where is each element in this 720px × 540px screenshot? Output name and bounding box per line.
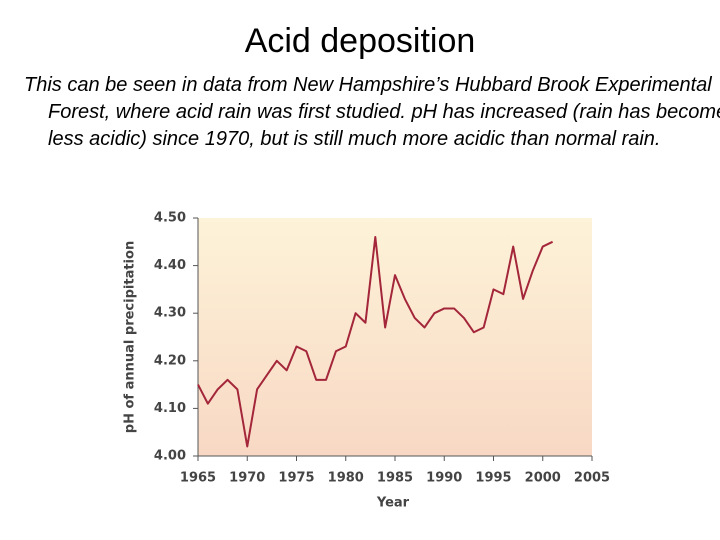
slide-text: This can be seen in data from New Hampsh… (24, 74, 720, 150)
x-tick-label: 1995 (475, 471, 511, 486)
y-tick-label: 4.40 (154, 258, 186, 273)
x-tick-label: 1990 (426, 471, 462, 486)
x-tick-label: 1980 (328, 471, 364, 486)
y-tick-label: 4.10 (154, 401, 186, 416)
slide-title: Acid deposition (244, 22, 476, 60)
data-line (197, 236, 554, 448)
x-tick-label: 1975 (278, 471, 314, 486)
y-tick-label: 4.20 (154, 353, 186, 368)
x-tick-label: 2000 (525, 471, 561, 486)
y-tick-label: 4.50 (154, 211, 186, 226)
plot-area (198, 218, 592, 456)
x-tick-label: 1970 (229, 471, 265, 486)
x-tick-label: 2005 (574, 471, 610, 486)
y-axis-label: pH of annual precipitation (123, 241, 138, 433)
y-tick-label: 4.00 (154, 449, 186, 464)
x-tick-label: 1965 (180, 471, 216, 486)
x-tick-label: 1985 (377, 471, 413, 486)
x-axis-label: Year (376, 496, 410, 511)
y-tick-label: 4.30 (154, 306, 186, 321)
